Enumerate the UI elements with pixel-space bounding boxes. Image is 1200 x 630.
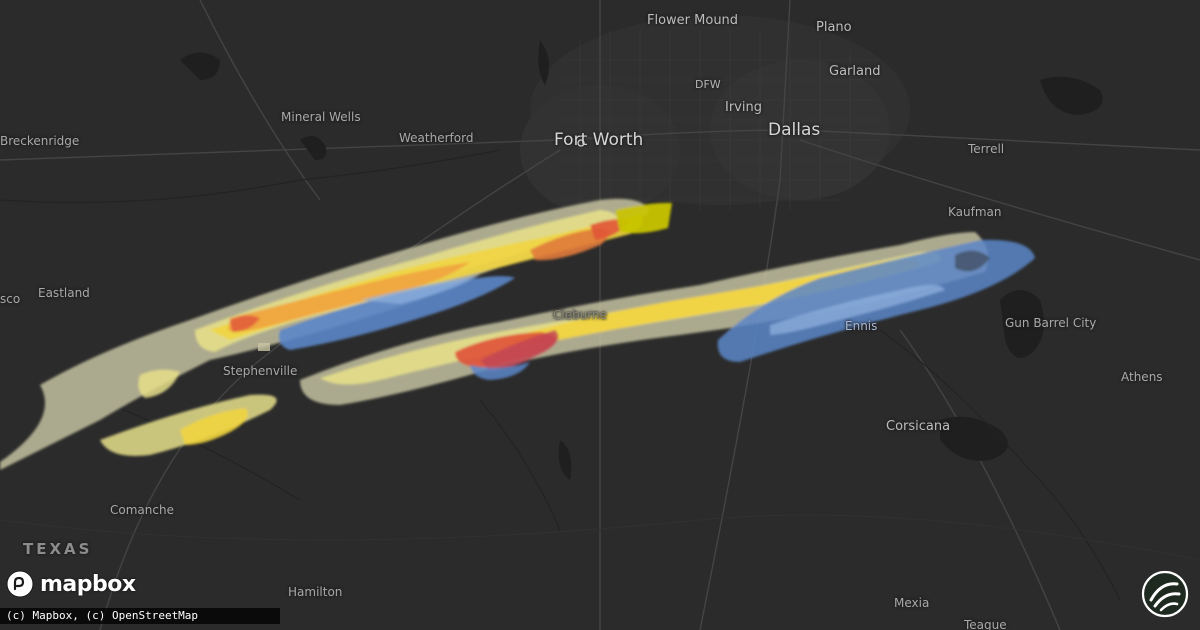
swath-east [300, 232, 1035, 405]
state-label-texas: TEXAS [23, 540, 93, 558]
place-teague: Teague [964, 618, 1007, 630]
place-comanche: Comanche [110, 503, 174, 517]
place-fort-worth: Fort Worth [554, 130, 644, 150]
place-ennis: Ennis [845, 319, 878, 333]
place-stephenville: Stephenville [223, 364, 298, 378]
place-cleburne: Cleburne [553, 308, 608, 322]
mapbox-logo[interactable]: mapbox [6, 570, 136, 598]
place-hamilton: Hamilton [288, 585, 343, 599]
place-breckenridge: Breckenridge [0, 134, 80, 148]
place-cisco: sco [0, 292, 21, 306]
place-weatherford: Weatherford [399, 131, 474, 145]
map-attribution[interactable]: (c) Mapbox, (c) OpenStreetMap [0, 608, 280, 624]
place-flower-mound: Flower Mound [647, 13, 739, 28]
place-dallas: Dallas [768, 120, 821, 140]
mapbox-logo-icon [6, 570, 34, 598]
place-eastland: Eastland [38, 286, 90, 300]
place-gun-barrel-city: Gun Barrel City [1005, 316, 1097, 330]
swath-west [0, 198, 672, 470]
place-mineral-wells: Mineral Wells [281, 110, 361, 124]
wind-swirl-logo-icon [1141, 570, 1189, 618]
place-garland: Garland [829, 64, 881, 79]
mapbox-logo-text: mapbox [40, 571, 136, 597]
place-dfw: DFW [695, 78, 721, 91]
place-terrell: Terrell [968, 142, 1005, 156]
place-mexia: Mexia [894, 596, 930, 610]
street-grid [560, 30, 880, 215]
city-marker-icon [577, 139, 585, 147]
place-corsicana: Corsicana [886, 419, 951, 434]
rivers [0, 149, 1121, 601]
place-athens: Athens [1121, 370, 1163, 384]
place-kaufman: Kaufman [948, 205, 1002, 219]
place-irving: Irving [725, 100, 762, 115]
place-plano: Plano [816, 20, 852, 35]
